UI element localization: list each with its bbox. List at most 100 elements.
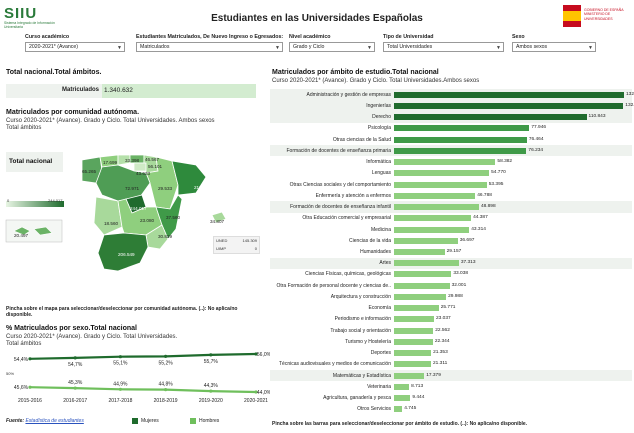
map-value-madrid: 244.017 bbox=[130, 206, 147, 211]
source-link[interactable]: Estadística de estudiantes bbox=[25, 418, 84, 424]
filter-select-nivel[interactable]: Grado y Ciclo ▼ bbox=[289, 42, 375, 52]
spain-map[interactable]: 17.699 65.265 33.398 46.567 56.101 72.97… bbox=[0, 135, 265, 305]
bar-5[interactable] bbox=[394, 147, 527, 154]
sex-point[interactable] bbox=[164, 354, 168, 358]
sex-point[interactable] bbox=[164, 388, 168, 392]
bar-value-label: 76.464 bbox=[528, 136, 544, 142]
bar-27[interactable] bbox=[394, 395, 411, 402]
map-subtitle: Curso 2020-2021* (Avance). Grado y Ciclo… bbox=[6, 118, 215, 124]
filter-label-curso: Curso académico bbox=[25, 34, 70, 40]
total-label: Matriculados bbox=[61, 87, 99, 93]
bar-14[interactable] bbox=[394, 249, 445, 255]
bar-category-label: Otras Ciencias sociales y del comportami… bbox=[289, 181, 391, 188]
bar-18[interactable] bbox=[394, 293, 447, 300]
bar-value-label: 32.001 bbox=[451, 282, 467, 288]
bar-category-label: Formación de docentes de enseñanza prima… bbox=[286, 147, 391, 154]
total-value-box: 1.340.632 bbox=[102, 84, 256, 98]
region-andalucia[interactable] bbox=[97, 232, 149, 272]
bar-category-label: Psicología bbox=[367, 125, 391, 132]
uned-label: UNED bbox=[216, 238, 228, 243]
bar-20[interactable] bbox=[394, 316, 435, 323]
logo-subtitle: Sistema Integrado de Información Univers… bbox=[4, 21, 55, 29]
sex-point[interactable] bbox=[209, 353, 213, 357]
region-extremadura[interactable] bbox=[93, 196, 123, 236]
filter-select-curso[interactable]: 2020-2021* (Avance) ▼ bbox=[25, 42, 125, 52]
bar-21[interactable] bbox=[394, 327, 434, 334]
map-total-nacional[interactable]: Total nacional bbox=[6, 152, 63, 172]
bar-23[interactable] bbox=[394, 350, 432, 357]
bar-category-label: Otra Formación de personal docente y cie… bbox=[276, 282, 391, 289]
field-note: Pincha sobre las barras para seleccionar… bbox=[272, 421, 528, 427]
map-value-pais-vasco: 46.567 bbox=[145, 157, 159, 162]
map-subtitle-2: Total ámbitos bbox=[6, 125, 42, 131]
bar-17[interactable] bbox=[394, 282, 450, 289]
chevron-down-icon: ▼ bbox=[588, 45, 593, 51]
bar-25[interactable] bbox=[394, 372, 425, 379]
bar-9[interactable] bbox=[394, 192, 476, 199]
bar-28[interactable] bbox=[394, 406, 403, 413]
sex-point[interactable] bbox=[254, 390, 258, 394]
bar-16[interactable] bbox=[394, 271, 452, 278]
sex-point[interactable] bbox=[209, 389, 213, 393]
filter-label-estudiantes: Estudiantes Matriculados, De Nuevo Ingre… bbox=[136, 34, 284, 40]
bar-value-label: 21.353 bbox=[433, 350, 448, 356]
sex-point-label: 55,7% bbox=[204, 359, 219, 365]
total-value: 1.340.632 bbox=[104, 87, 133, 94]
map-value-castilla-leon: 72.971 bbox=[125, 186, 139, 191]
bar-3[interactable] bbox=[394, 125, 530, 132]
filter-select-tipo[interactable]: Total Universidades ▼ bbox=[383, 42, 504, 52]
sex-point-label: 45,6% bbox=[14, 385, 29, 391]
legend-men-swatch bbox=[190, 418, 196, 424]
region-baleares[interactable] bbox=[211, 211, 227, 224]
bar-8[interactable] bbox=[394, 181, 487, 188]
region-cataluna[interactable] bbox=[171, 160, 207, 196]
map-title: Matriculados por comunidad autónoma. bbox=[6, 109, 140, 116]
field-bar-chart[interactable]: Administración y gestión de empresas 132.… bbox=[270, 89, 634, 415]
sex-series-line-1[interactable] bbox=[29, 386, 257, 394]
sex-point[interactable] bbox=[118, 355, 122, 359]
filter-select-sexo[interactable]: Ambos sexos ▼ bbox=[512, 42, 596, 52]
bar-category-label: Ciencias Físicas, químicas, geológicas bbox=[305, 271, 391, 278]
sex-point[interactable] bbox=[254, 352, 258, 356]
bar-value-label: 4.745 bbox=[404, 406, 417, 412]
sex-line-chart[interactable]: 54,4% 54,7% 55,1% 55,2% 55,7% 56,0% 45,6% 45,3%… bbox=[0, 348, 270, 408]
uimp-label: UIMP bbox=[216, 246, 226, 251]
sex-series-line-0[interactable] bbox=[29, 352, 257, 360]
bar-value-label: 22.344 bbox=[434, 338, 450, 344]
bar-2[interactable] bbox=[394, 114, 587, 121]
region-canarias[interactable] bbox=[13, 226, 53, 236]
sex-point[interactable] bbox=[28, 385, 32, 389]
sex-point-label: 55,2% bbox=[159, 360, 174, 366]
region-castilla-leon[interactable] bbox=[95, 164, 151, 202]
map-legend-min: 0 bbox=[7, 198, 10, 203]
sex-point[interactable] bbox=[28, 357, 32, 361]
bar-12[interactable] bbox=[394, 226, 470, 233]
bar-1[interactable] bbox=[394, 102, 624, 109]
bar-24[interactable] bbox=[394, 361, 432, 368]
uned-uimp-box[interactable]: UNED 145.309 UIMP 0 bbox=[213, 236, 260, 254]
bar-0[interactable] bbox=[394, 91, 624, 98]
sex-subtitle: Curso 2020-2021* (Avance). Grado y Ciclo… bbox=[6, 334, 178, 340]
bar-6[interactable] bbox=[394, 159, 496, 166]
bar-category-label: Medicina bbox=[370, 226, 391, 233]
region-la-rioja[interactable] bbox=[133, 162, 147, 172]
canarias-inset bbox=[5, 219, 63, 243]
sex-point[interactable] bbox=[118, 387, 122, 391]
bar-11[interactable] bbox=[394, 215, 472, 222]
sex-point[interactable] bbox=[73, 386, 77, 390]
bar-13[interactable] bbox=[394, 237, 458, 244]
bar-value-label: 33.038 bbox=[453, 271, 469, 277]
sex-point[interactable] bbox=[73, 356, 77, 360]
bar-10[interactable] bbox=[394, 204, 479, 211]
filter-select-estudiantes[interactable]: Matriculados ▼ bbox=[136, 42, 283, 52]
bar-22[interactable] bbox=[394, 338, 433, 345]
bar-7[interactable] bbox=[394, 170, 490, 177]
bar-26[interactable] bbox=[394, 383, 410, 390]
filter-value-sexo: Ambos sexos bbox=[516, 44, 548, 50]
bar-category-label: Técnicas audiovisuales y medios de comun… bbox=[278, 361, 391, 368]
bar-value-label: 132.408 bbox=[626, 91, 634, 97]
bar-15[interactable] bbox=[394, 260, 459, 267]
bar-4[interactable] bbox=[394, 136, 527, 143]
bar-category-label: Administración y gestión de empresas bbox=[306, 91, 392, 98]
bar-19[interactable] bbox=[394, 305, 439, 312]
